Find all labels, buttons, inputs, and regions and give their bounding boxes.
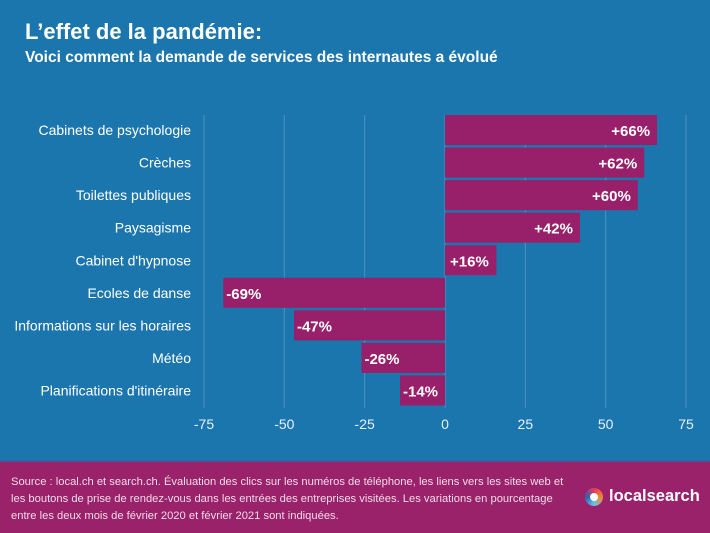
data-label: +60% <box>592 188 631 205</box>
footer: Source : local.ch et search.ch. Évaluati… <box>0 460 710 533</box>
chart-subtitle: Voici comment la demande de services des… <box>25 49 498 66</box>
bar <box>445 245 497 276</box>
x-tick-label: 0 <box>441 416 449 432</box>
localsearch-logo: localsearch <box>585 487 700 506</box>
bar <box>223 277 445 308</box>
bar <box>445 115 658 146</box>
category-label: Crèches <box>139 155 191 171</box>
bar <box>445 180 638 211</box>
x-tick-label: -75 <box>194 416 214 432</box>
data-label: +16% <box>450 253 489 270</box>
bar <box>361 342 445 373</box>
data-label: +62% <box>598 156 637 173</box>
data-label: +66% <box>611 123 650 140</box>
data-label: +42% <box>534 221 573 238</box>
category-label: Toilettes publiques <box>76 187 191 203</box>
x-tick-label: 75 <box>678 416 694 432</box>
localsearch-logo-icon <box>585 487 603 506</box>
category-label: Informations sur les horaires <box>14 317 191 333</box>
source-note: Source : local.ch et search.ch. Évaluati… <box>11 476 564 522</box>
bar-chart: -75 -50 -25 0 25 50 75 Cabinets de psychologie +… <box>14 115 694 432</box>
data-label: -47% <box>297 318 332 335</box>
bar <box>445 147 645 178</box>
data-label: -26% <box>364 351 399 368</box>
x-tick-label: -50 <box>274 416 294 432</box>
data-label: -14% <box>403 383 438 400</box>
category-label: Météo <box>152 350 191 366</box>
bar <box>445 212 580 243</box>
chart-title: L’effet de la pandémie: <box>25 19 263 44</box>
data-label: -69% <box>226 286 261 303</box>
bar <box>400 375 445 406</box>
category-label: Paysagisme <box>115 220 191 236</box>
x-tick-label: -25 <box>355 416 375 432</box>
category-label: Planifications d'itinéraire <box>40 382 191 398</box>
category-label: Ecoles de danse <box>87 285 191 301</box>
category-label: Cabinets de psychologie <box>38 122 191 138</box>
x-tick-label: 25 <box>518 416 534 432</box>
category-label: Cabinet d'hypnose <box>75 252 191 268</box>
x-tick-label: 50 <box>598 416 614 432</box>
logo-text: localsearch <box>609 487 700 505</box>
bar <box>293 310 445 341</box>
